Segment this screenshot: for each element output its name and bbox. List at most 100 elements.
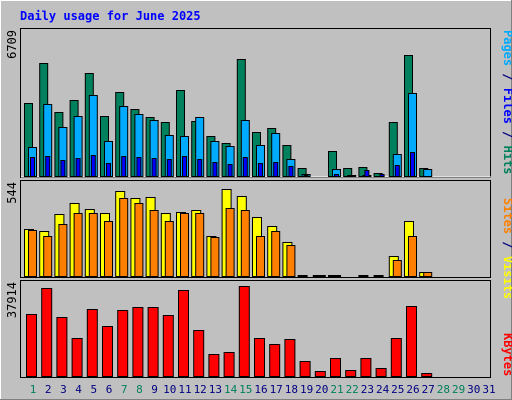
bar-kbytes-day-7 (117, 310, 129, 377)
bar-sites-day-20 (316, 275, 326, 277)
bar-kbytes-day-21 (330, 358, 341, 377)
bar-sites-day-18 (286, 245, 296, 277)
bar-sites-day-17 (271, 231, 281, 277)
bar-files-day-13 (212, 162, 218, 177)
bar-kbytes-day-14 (223, 352, 235, 377)
bar-kbytes-day-18 (284, 339, 296, 377)
legend-text: / (501, 124, 512, 146)
bar-sites-day-1 (28, 230, 37, 277)
x-tick-label: 9 (151, 383, 158, 396)
bar-kbytes-day-2 (41, 288, 53, 377)
x-axis-labels: 1 2 3 4 5 6 7 8 9 10 11 12 13 14 15 16 17 18 19 20 21 22 23 24 2… (30, 383, 496, 396)
bar-kbytes-day-3 (56, 317, 68, 377)
bar-files-day-9 (151, 158, 157, 177)
chart-title: Daily usage for June 2025 (20, 9, 201, 23)
legend-text: Hits (501, 146, 512, 175)
bar-kbytes-day-13 (208, 354, 220, 377)
bar-kbytes-day-5 (86, 309, 98, 377)
legend-hits-files-pages: Pages / Files / Hits (501, 30, 512, 175)
x-tick-label: 18 (285, 383, 298, 396)
bar-sites-day-7 (119, 198, 129, 277)
x-tick-label: 27 (422, 383, 435, 396)
bar-kbytes-day-9 (147, 307, 159, 377)
bar-files-day-5 (90, 155, 96, 177)
legend-text: KBytes (501, 333, 512, 376)
x-tick-label: 31 (482, 383, 495, 396)
bar-sites-day-10 (164, 221, 174, 277)
bar-sites-day-14 (225, 208, 235, 277)
x-tick-label: 11 (178, 383, 191, 396)
x-tick-label: 24 (376, 383, 390, 396)
bar-sites-day-15 (240, 210, 250, 277)
bar-pages-day-22 (347, 175, 357, 177)
bar-sites-day-21 (332, 275, 341, 277)
bar-sites-day-12 (195, 213, 205, 277)
legend-text: Pages (501, 30, 512, 66)
bar-files-day-18 (288, 166, 294, 177)
bar-sites-day-4 (73, 213, 83, 277)
x-tick-label: 29 (452, 383, 465, 396)
bar-files-day-12 (197, 159, 203, 177)
bar-kbytes-day-11 (178, 290, 189, 377)
legend-text: Sites (501, 198, 512, 234)
bar-visits-day-24 (373, 275, 384, 277)
bar-kbytes-day-26 (406, 306, 417, 377)
bar-sites-day-3 (58, 224, 68, 277)
y-max-label-kbytes: 37914 (5, 282, 19, 318)
bar-files-day-11 (182, 156, 187, 177)
bar-kbytes-day-1 (26, 314, 37, 377)
bar-kbytes-day-23 (360, 358, 372, 377)
bar-files-day-21 (334, 174, 339, 177)
bar-files-day-25 (394, 165, 400, 177)
x-tick-label: 1 (30, 383, 37, 396)
x-tick-label: 30 (467, 383, 480, 396)
bar-files-day-1 (30, 157, 35, 177)
x-tick-label: 26 (406, 383, 419, 396)
bar-kbytes-day-6 (102, 326, 113, 377)
x-tick-label: 19 (300, 383, 313, 396)
bar-files-day-10 (166, 159, 172, 177)
bar-files-day-26 (410, 152, 415, 177)
bar-files-day-24 (379, 174, 385, 177)
bar-sites-day-25 (392, 260, 402, 277)
x-tick-label: 2 (45, 383, 52, 396)
x-tick-label: 23 (361, 383, 374, 396)
x-tick-label: 12 (194, 383, 207, 396)
bar-sites-day-26 (408, 236, 417, 277)
bar-files-day-6 (106, 163, 111, 177)
bar-kbytes-day-16 (254, 338, 265, 377)
x-tick-label: 5 (90, 383, 97, 396)
x-tick-label: 10 (163, 383, 176, 396)
bar-files-day-7 (121, 156, 127, 177)
x-tick-label: 17 (270, 383, 283, 396)
x-tick-label: 28 (437, 383, 450, 396)
x-tick-label: 7 (121, 383, 128, 396)
bars-hits (24, 55, 433, 177)
bar-sites-day-16 (256, 236, 265, 277)
bar-kbytes-day-15 (238, 286, 250, 377)
x-tick-label: 4 (75, 383, 82, 396)
bar-kbytes-day-27 (421, 373, 433, 377)
bar-sites-day-11 (180, 213, 189, 277)
bar-kbytes-day-25 (390, 338, 402, 377)
bar-files-day-14 (227, 164, 233, 177)
bar-kbytes-day-8 (132, 307, 144, 377)
legend-text: / (501, 66, 512, 88)
x-tick-label: 20 (315, 383, 328, 396)
bar-kbytes-day-4 (71, 338, 83, 377)
bars-visits (24, 189, 433, 277)
bar-sites-day-6 (104, 221, 113, 277)
bar-files-day-8 (136, 157, 142, 177)
bar-kbytes-day-10 (162, 315, 174, 377)
bar-files-day-15 (242, 157, 248, 177)
bar-kbytes-day-12 (193, 330, 205, 377)
bar-kbytes-day-24 (375, 368, 387, 377)
legend-text: Visits (501, 256, 512, 299)
legend-text: / (501, 234, 512, 256)
x-tick-label: 25 (391, 383, 404, 396)
bar-sites-day-5 (88, 213, 98, 277)
x-tick-label: 3 (60, 383, 67, 396)
bar-files-day-17 (273, 162, 279, 177)
bar-sites-day-13 (210, 237, 220, 277)
